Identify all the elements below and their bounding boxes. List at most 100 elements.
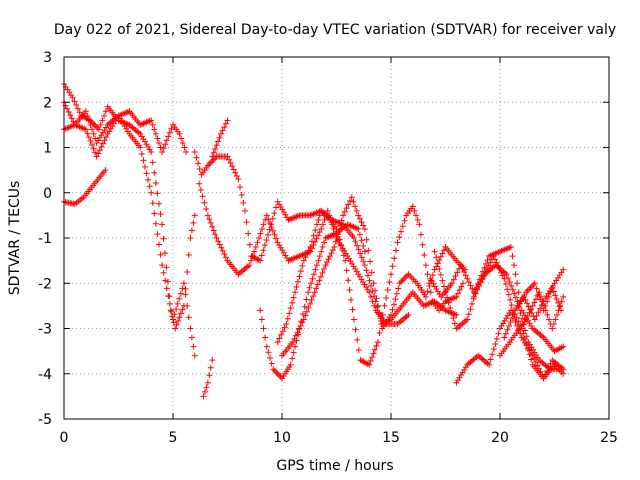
data-point	[341, 208, 348, 215]
data-point	[507, 244, 514, 251]
data-point	[221, 124, 228, 131]
data-point	[316, 229, 323, 236]
data-point	[85, 134, 92, 141]
data-point	[184, 302, 191, 309]
data-point	[311, 289, 318, 296]
data-point	[176, 314, 183, 321]
chart-title: Day 022 of 2021, Sidereal Day-to-day VTE…	[54, 22, 616, 38]
data-point	[287, 361, 294, 368]
data-point	[399, 223, 406, 230]
data-point	[224, 117, 231, 124]
data-point	[527, 284, 534, 291]
data-point	[216, 241, 223, 248]
data-point	[393, 290, 400, 297]
data-point	[454, 269, 461, 276]
data-point	[487, 259, 494, 266]
data-point	[159, 262, 166, 269]
data-point	[184, 268, 191, 275]
data-point	[366, 289, 373, 296]
data-point	[439, 250, 446, 257]
data-point	[508, 302, 515, 309]
data-point	[470, 293, 477, 300]
data-point	[514, 280, 521, 287]
data-point	[67, 112, 74, 119]
data-point	[481, 264, 488, 271]
data-point	[89, 126, 96, 133]
data-point	[303, 308, 310, 315]
data-point	[151, 169, 158, 176]
data-point	[290, 349, 297, 356]
data-point	[503, 271, 510, 278]
data-point	[468, 300, 475, 307]
data-point	[515, 289, 522, 296]
data-point	[509, 253, 516, 260]
x-axis-ticks: 0 5 10 15 20 25	[60, 57, 618, 446]
data-point	[347, 197, 354, 204]
data-point	[308, 238, 315, 245]
data-point	[257, 230, 264, 237]
data-point	[515, 326, 522, 333]
data-point	[495, 262, 502, 269]
data-point	[294, 278, 301, 285]
data-point	[450, 276, 457, 283]
x-tick-label: 5	[169, 430, 178, 446]
data-point	[271, 210, 278, 217]
data-point	[238, 192, 245, 199]
data-point	[96, 147, 103, 154]
data-point	[222, 254, 229, 261]
data-point	[171, 311, 178, 318]
data-series	[514, 280, 565, 314]
data-point	[509, 286, 516, 293]
data-point	[376, 330, 383, 337]
data-point	[356, 231, 363, 238]
data-point	[257, 257, 264, 264]
data-point	[353, 207, 360, 214]
data-point	[374, 304, 381, 311]
data-point	[176, 295, 183, 302]
data-point	[373, 342, 380, 349]
data-point	[487, 356, 494, 363]
data-point	[502, 330, 509, 337]
data-point	[246, 262, 253, 269]
data-point	[84, 130, 91, 137]
data-point	[477, 279, 484, 286]
data-point	[241, 207, 248, 214]
data-point	[176, 130, 183, 137]
data-point	[485, 262, 492, 269]
data-point	[545, 293, 552, 300]
data-point	[210, 149, 217, 156]
data-point	[291, 335, 298, 342]
data-point	[474, 286, 481, 293]
data-point	[556, 303, 563, 310]
data-series	[61, 167, 109, 208]
data-point	[526, 286, 533, 293]
data-point	[363, 267, 370, 274]
data-point	[429, 272, 436, 279]
data-point	[201, 199, 208, 206]
data-point	[318, 248, 325, 255]
data-point	[369, 298, 376, 305]
data-point	[398, 228, 405, 235]
data-point	[259, 225, 266, 232]
data-point	[265, 216, 272, 223]
data-point	[283, 320, 290, 327]
data-point	[440, 247, 447, 254]
data-point	[162, 277, 169, 284]
data-point	[524, 287, 531, 294]
data-point	[209, 223, 216, 230]
data-point	[191, 149, 198, 156]
data-point	[148, 189, 155, 196]
data-point	[388, 311, 394, 318]
data-point	[424, 271, 431, 278]
data-point	[481, 272, 488, 279]
data-point	[246, 241, 253, 248]
data-point	[532, 359, 539, 366]
data-point	[145, 176, 152, 183]
data-point	[159, 149, 166, 156]
data-point	[431, 248, 438, 255]
data-point	[154, 231, 161, 238]
data-point	[200, 393, 207, 400]
data-point	[219, 127, 226, 134]
data-point	[352, 238, 359, 245]
data-point	[213, 142, 220, 149]
